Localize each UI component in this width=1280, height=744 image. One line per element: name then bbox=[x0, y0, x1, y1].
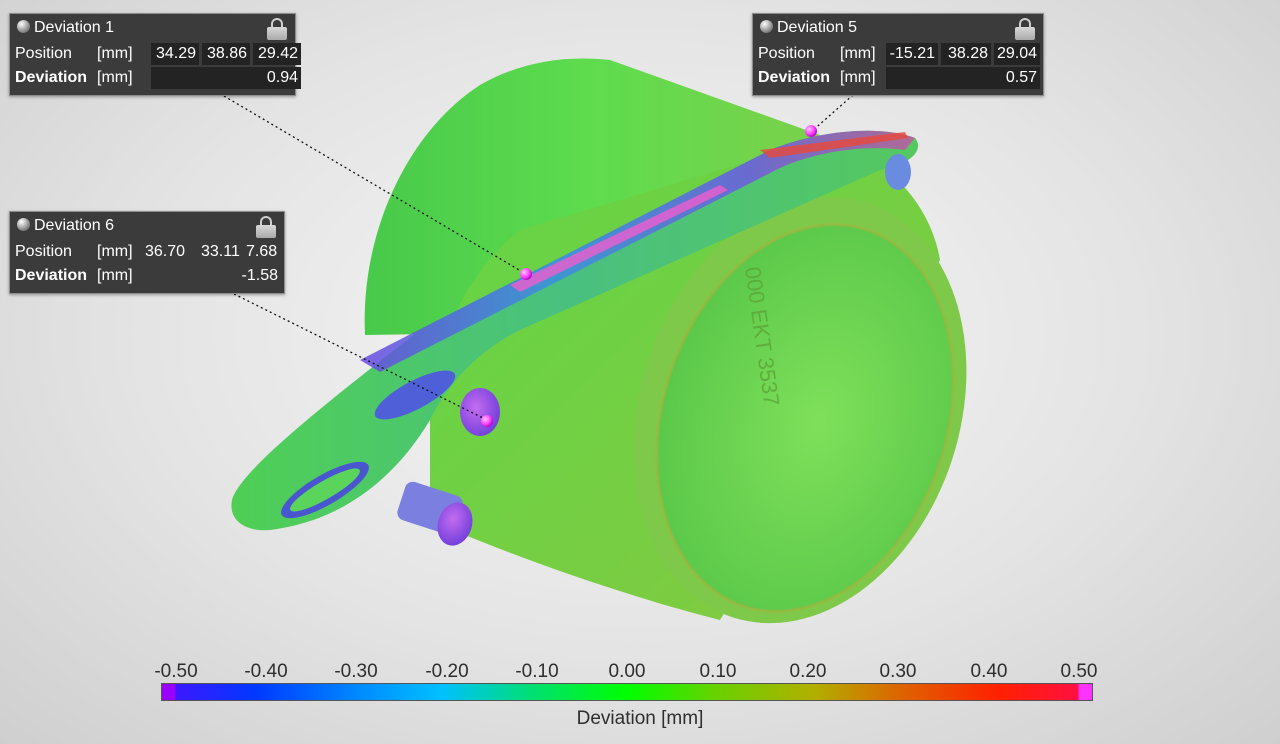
part-pin-upper bbox=[460, 388, 500, 436]
deviation-value: 0.57 bbox=[886, 67, 1040, 89]
position-z-value: 7.68 bbox=[246, 243, 278, 260]
deviation-1-position-row: Position [mm] 34.29 38.86 29.42 bbox=[10, 42, 301, 66]
deviation-5-position-row: Position [mm] -15.21 38.28 29.04 bbox=[753, 42, 1043, 66]
position-z-value: 29.04 bbox=[994, 43, 1040, 65]
legend-tick-label: 0.50 bbox=[1060, 661, 1098, 682]
legend-tick-label: -0.50 bbox=[154, 661, 198, 682]
deviation-5-deviation-row: Deviation [mm] 0.57 bbox=[753, 66, 1043, 90]
deviation-5-title: Deviation 5 bbox=[777, 19, 858, 36]
deviation-6-panel[interactable]: Deviation 6 Position [mm] 36.70 33.11 7.… bbox=[9, 211, 285, 294]
deviation-5-panel[interactable]: Deviation 5 Position [mm] -15.21 38.28 2… bbox=[752, 13, 1044, 96]
deviation-unit: [mm] bbox=[97, 69, 133, 86]
leader-line-deviation-5 bbox=[810, 94, 854, 133]
deviation-6-deviation-row: Deviation [mm] -1.58 bbox=[10, 264, 284, 288]
deviation-6-marker[interactable] bbox=[481, 415, 493, 427]
leader-line-deviation-1 bbox=[223, 95, 527, 275]
sphere-icon bbox=[17, 218, 30, 231]
sphere-icon bbox=[17, 20, 30, 33]
legend-tick-label: -0.30 bbox=[334, 661, 378, 682]
part-bracket-rim bbox=[360, 130, 915, 372]
deviation-6-header[interactable]: Deviation 6 bbox=[10, 212, 284, 240]
deviation-value: 0.94 bbox=[151, 67, 301, 89]
sphere-icon bbox=[760, 20, 773, 33]
part-cylinder-inner bbox=[656, 224, 954, 612]
legend-tick-label: 0.10 bbox=[699, 661, 737, 682]
deviation-unit: [mm] bbox=[840, 69, 876, 86]
deviation-6-position-row: Position [mm] 36.70 33.11 7.68 bbox=[10, 240, 284, 264]
position-label: Position bbox=[15, 243, 72, 260]
deviation-value: -1.58 bbox=[241, 267, 278, 284]
position-label: Position bbox=[758, 45, 815, 62]
position-y-value: 38.28 bbox=[941, 43, 991, 65]
deviation-5-marker[interactable] bbox=[805, 125, 817, 137]
deviation-1-deviation-row: Deviation [mm] 0.94 bbox=[10, 66, 301, 90]
legend-tick-label: 0.20 bbox=[789, 661, 827, 682]
lock-icon[interactable] bbox=[256, 216, 276, 238]
deviation-1-title: Deviation 1 bbox=[34, 19, 115, 36]
part-pin-lower bbox=[437, 502, 473, 546]
position-unit: [mm] bbox=[97, 243, 133, 260]
position-y-value: 38.86 bbox=[202, 43, 250, 65]
deviation-label: Deviation bbox=[758, 69, 831, 86]
position-z-value: 29.42 bbox=[253, 43, 301, 65]
deviation-6-title: Deviation 6 bbox=[34, 217, 115, 234]
legend-colorbar bbox=[161, 683, 1093, 701]
part-bracket bbox=[231, 130, 919, 531]
position-label: Position bbox=[15, 45, 72, 62]
part-slot-upper bbox=[374, 370, 456, 420]
legend-tick-label: -0.40 bbox=[244, 661, 288, 682]
legend-tick-label: 0.00 bbox=[608, 661, 646, 682]
leader-line-deviation-6 bbox=[233, 293, 488, 421]
legend-title: Deviation [mm] bbox=[576, 708, 704, 729]
legend-tick-label: -0.10 bbox=[515, 661, 559, 682]
position-x-value: 36.70 bbox=[145, 243, 186, 260]
legend-tick-label: -0.20 bbox=[425, 661, 469, 682]
deviation-unit: [mm] bbox=[97, 267, 133, 284]
position-x-value: 34.29 bbox=[151, 43, 199, 65]
deviation-1-panel[interactable]: Deviation 1 Position [mm] 34.29 38.86 29… bbox=[9, 13, 301, 96]
deviation-1-header[interactable]: Deviation 1 bbox=[10, 14, 295, 42]
lock-icon[interactable] bbox=[267, 18, 287, 40]
position-unit: [mm] bbox=[840, 45, 876, 62]
position-unit: [mm] bbox=[97, 45, 133, 62]
deviation-1-marker[interactable] bbox=[520, 268, 532, 280]
part-high-deviation-edge bbox=[510, 185, 728, 292]
lock-icon[interactable] bbox=[1015, 18, 1035, 40]
position-x-value: -15.21 bbox=[886, 43, 938, 65]
position-y-value: 33.11 bbox=[201, 243, 240, 260]
deviation-label: Deviation bbox=[15, 267, 88, 284]
deviation-5-header[interactable]: Deviation 5 bbox=[753, 14, 1043, 42]
deviation-label: Deviation bbox=[15, 69, 88, 86]
legend-tick-label: 0.30 bbox=[879, 661, 917, 682]
legend-tick-label: 0.40 bbox=[970, 661, 1008, 682]
